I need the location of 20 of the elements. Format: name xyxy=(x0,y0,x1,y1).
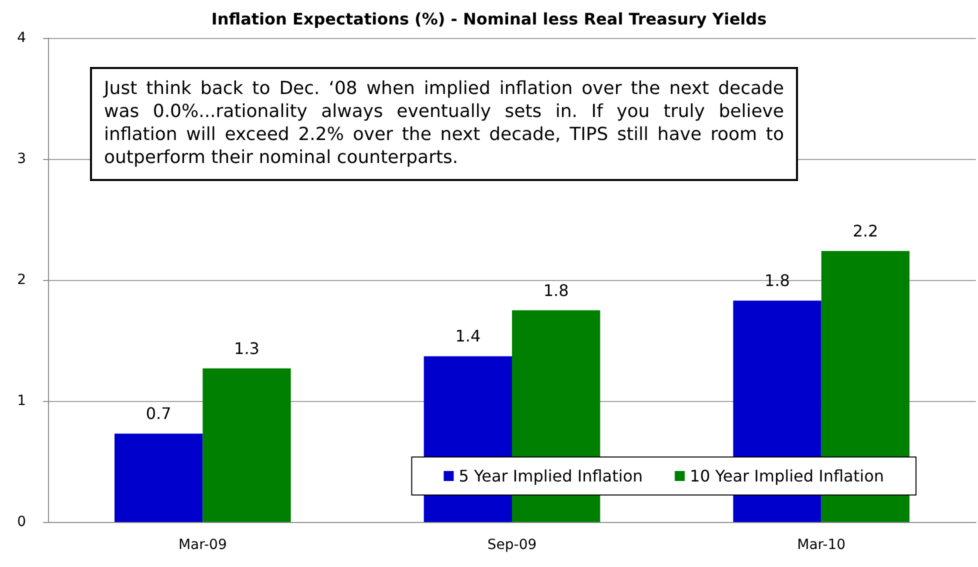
annotation: Just think back to Dec. ‘08 when implied inflation over the next decade was 0.0%...rationality always eventually sets in. If you truly believe inflation will exceed 2.2% over the next decade, TIPS still have room to outperform their nominal counterparts. xyxy=(90,67,798,181)
data-label: 2.2 xyxy=(852,221,878,240)
y-tick-label: 2 xyxy=(17,272,26,288)
chart-title: Inflation Expectations (%) - Nominal less Real Treasury Yields xyxy=(211,10,767,28)
y-tick-label: 0 xyxy=(17,514,26,530)
data-label: 1.8 xyxy=(764,271,790,290)
y-tick-label: 1 xyxy=(17,393,26,409)
bar xyxy=(202,368,291,522)
data-label: 1.4 xyxy=(455,326,481,346)
data-label: 1.3 xyxy=(234,338,260,358)
legend-label: 10 Year Implied Inflation xyxy=(690,466,884,486)
data-label: 1.8 xyxy=(543,280,569,300)
bar xyxy=(114,434,203,522)
y-tick-label: 3 xyxy=(17,151,26,167)
x-tick-label: Mar-10 xyxy=(797,537,846,553)
legend-label: 5 Year Implied Inflation xyxy=(458,466,643,486)
data-label: 0.7 xyxy=(146,404,172,424)
x-tick-label: Sep-09 xyxy=(487,537,537,553)
x-tick-label: Mar-09 xyxy=(178,537,227,553)
y-tick-label: 4 xyxy=(17,30,26,46)
